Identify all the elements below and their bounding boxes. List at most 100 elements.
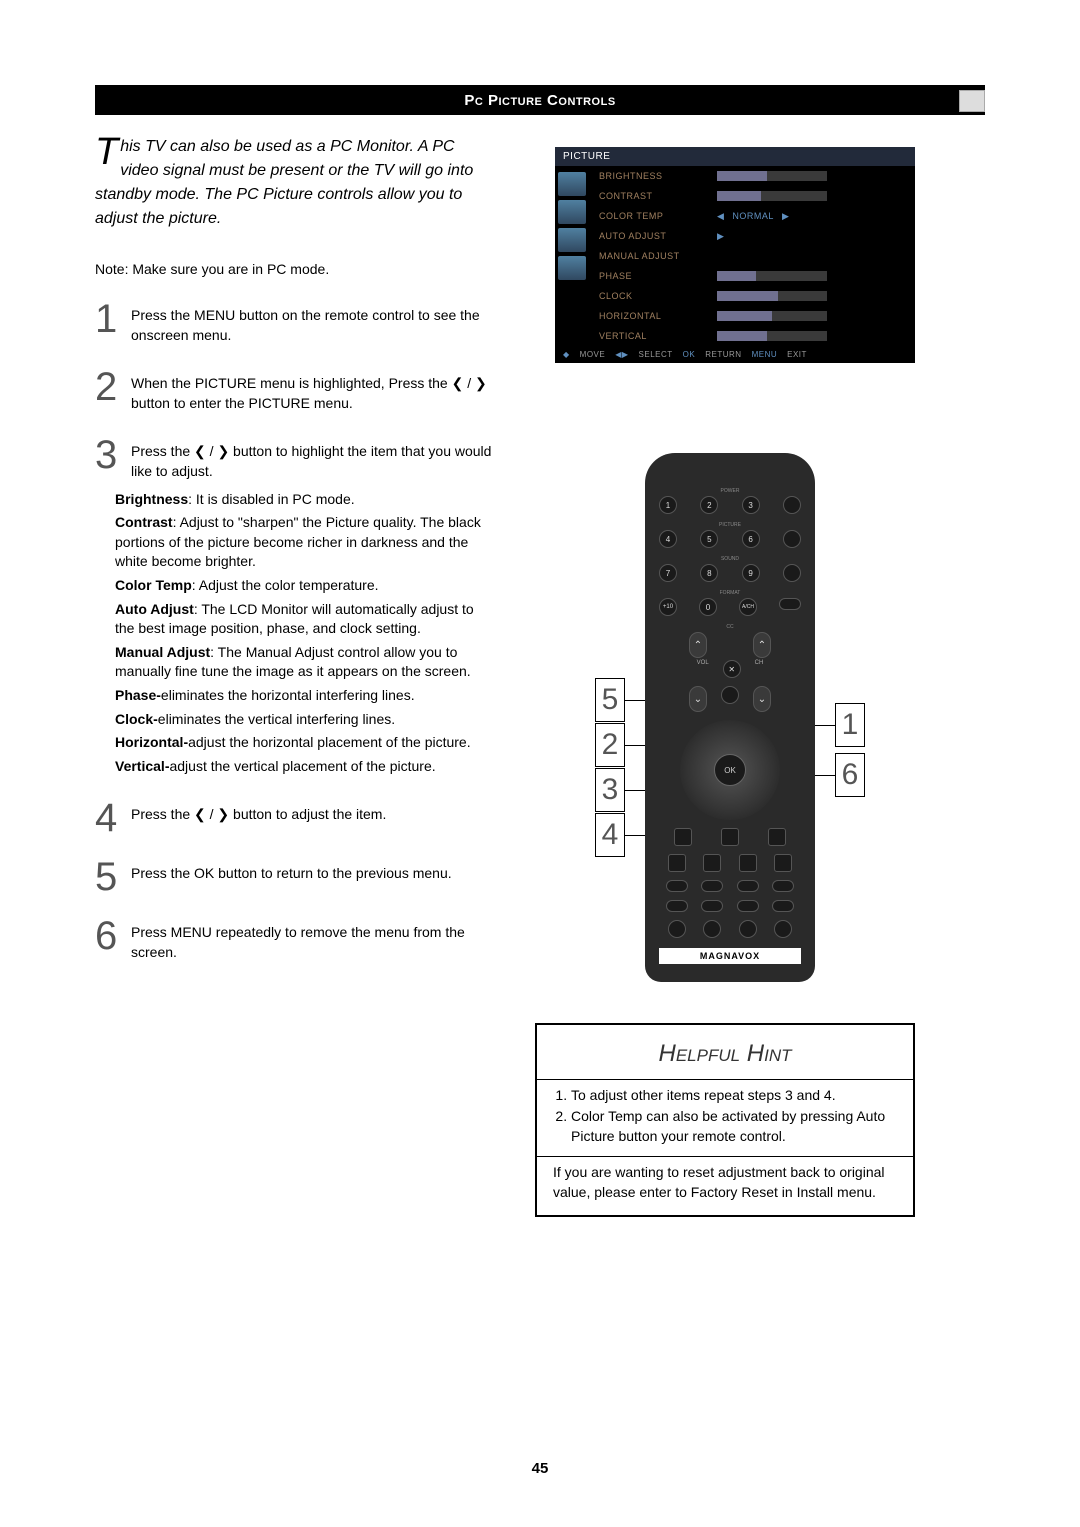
- osd-label: BRIGHTNESS: [599, 171, 709, 181]
- osd-title: PICTURE: [555, 147, 915, 166]
- step-number: 2: [95, 370, 121, 404]
- osd-rows: BRIGHTNESSCONTRASTCOLOR TEMP◀NORMAL▶AUTO…: [589, 166, 915, 346]
- remote-btn-ach: A/CH: [739, 598, 757, 616]
- remote-body: POWER 1 2 3 PICTURE 4 5 6 SOUND 7 8: [645, 453, 815, 982]
- remote-pill: [703, 920, 721, 938]
- def-colortemp: Color Temp: Adjust the color temperature…: [115, 576, 495, 596]
- callout-5: 5: [595, 678, 625, 722]
- remote-pill: [774, 920, 792, 938]
- osd-row: CLOCK: [589, 286, 915, 306]
- hint-divider: [537, 1079, 913, 1080]
- monitor-icon: [959, 90, 985, 112]
- remote-btn-prev: [668, 854, 686, 872]
- callout-6: 6: [835, 753, 865, 797]
- hint-item-2: Color Temp can also be activated by pres…: [571, 1107, 897, 1146]
- step-body: Press the ❮ / ❯ button to adjust the ite…: [131, 801, 495, 825]
- remote-btn-mute: ✕: [723, 660, 741, 678]
- step-6: 6 Press MENU repeatedly to remove the me…: [95, 919, 495, 962]
- remote-btn-2: 2: [700, 496, 718, 514]
- remote-btn-picture: [783, 530, 801, 548]
- step-body: Press the ❮ / ❯ button to highlight the …: [131, 438, 495, 481]
- remote-btn-sleep: [721, 686, 739, 704]
- header-title: Pc Picture Controls: [464, 92, 615, 109]
- osd-label: HORIZONTAL: [599, 311, 709, 321]
- step-1: 1 Press the MENU button on the remote co…: [95, 302, 495, 345]
- osd-row: CONTRAST: [589, 186, 915, 206]
- def-clock: Clock-eliminates the vertical interferin…: [115, 710, 495, 730]
- def-phase: Phase-eliminates the horizontal interfer…: [115, 686, 495, 706]
- osd-row: MANUAL ADJUST: [589, 246, 915, 266]
- remote-btn-play: [674, 828, 692, 846]
- osd-row: VERTICAL: [589, 326, 915, 346]
- osd-label: PHASE: [599, 271, 709, 281]
- remote-btn-plus10: +10: [659, 598, 677, 616]
- right-column: PICTURE BRIGHTNESSCONTRASTCOLOR TEMP◀NOR…: [535, 135, 915, 1217]
- hint-footer-text: If you are wanting to reset adjustment b…: [553, 1163, 897, 1202]
- remote-btn-pause: [721, 828, 739, 846]
- osd-menu: PICTURE BRIGHTNESSCONTRASTCOLOR TEMP◀NOR…: [555, 147, 915, 363]
- note-text: Note: Make sure you are in PC mode.: [95, 261, 495, 277]
- step-body: Press the MENU button on the remote cont…: [131, 302, 495, 345]
- remote-pill: [666, 900, 688, 912]
- callout-1: 1: [835, 703, 865, 747]
- remote-btn-3: 3: [742, 496, 760, 514]
- def-vertical: Vertical-adjust the vertical placement o…: [115, 757, 495, 777]
- remote-btn-7: 7: [659, 564, 677, 582]
- osd-label: CONTRAST: [599, 191, 709, 201]
- osd-label: COLOR TEMP: [599, 211, 709, 221]
- hint-item-1: To adjust other items repeat steps 3 and…: [571, 1086, 897, 1106]
- osd-label: AUTO ADJUST: [599, 231, 709, 241]
- remote-btn-format: [779, 598, 801, 610]
- left-column: This TV can also be used as a PC Monitor…: [95, 135, 495, 1217]
- def-manualadjust: Manual Adjust: The Manual Adjust control…: [115, 643, 495, 682]
- callout-2: 2: [595, 723, 625, 767]
- osd-tab-icon: [558, 256, 586, 280]
- remote-btn-vol-down: ⌄: [689, 686, 707, 712]
- remote-btn-1: 1: [659, 496, 677, 514]
- def-horizontal: Horizontal-adjust the horizontal placeme…: [115, 733, 495, 753]
- remote-btn-sound: [783, 564, 801, 582]
- remote-pill: [772, 900, 794, 912]
- osd-slider: [717, 271, 827, 281]
- osd-tab-icon: [558, 200, 586, 224]
- remote-btn-9: 9: [742, 564, 760, 582]
- hint-title: Helpful Hint: [553, 1037, 897, 1071]
- remote-btn-6: 6: [742, 530, 760, 548]
- osd-slider: [717, 331, 827, 341]
- remote-pill: [737, 880, 759, 892]
- osd-slider: [717, 291, 827, 301]
- remote-btn-ch-down: ⌄: [753, 686, 771, 712]
- page-number: 45: [0, 1460, 1080, 1477]
- osd-row: PHASE: [589, 266, 915, 286]
- osd-value: NORMAL: [732, 211, 774, 221]
- def-autoadjust: Auto Adjust: The LCD Monitor will automa…: [115, 600, 495, 639]
- remote-brand-label: MAGNAVOX: [659, 948, 801, 964]
- remote-btn-ch-up: ⌃: [753, 632, 771, 658]
- step-number: 6: [95, 919, 121, 953]
- osd-slider: [717, 311, 827, 321]
- remote-btn-8: 8: [700, 564, 718, 582]
- osd-tab-icon: [558, 172, 586, 196]
- def-brightness: Brightness: It is disabled in PC mode.: [115, 490, 495, 510]
- osd-row: BRIGHTNESS: [589, 166, 915, 186]
- remote-pill: [668, 920, 686, 938]
- osd-icon-column: [555, 166, 589, 346]
- osd-tab-icon: [558, 228, 586, 252]
- osd-row: AUTO ADJUST▶: [589, 226, 915, 246]
- osd-footer: ◆MOVE ◀▶SELECT OKRETURN MENUEXIT: [555, 346, 915, 363]
- remote-dpad: OK: [680, 720, 780, 820]
- remote-btn-ff: [739, 854, 757, 872]
- osd-slider: [717, 191, 827, 201]
- step-2: 2 When the PICTURE menu is highlighted, …: [95, 370, 495, 413]
- step-number: 5: [95, 860, 121, 894]
- step-body: Press the OK button to return to the pre…: [131, 860, 495, 884]
- remote-btn-vol-up: ⌃: [689, 632, 707, 658]
- step-number: 3: [95, 438, 121, 472]
- remote-pill: [772, 880, 794, 892]
- remote-btn-rew: [703, 854, 721, 872]
- osd-label: CLOCK: [599, 291, 709, 301]
- def-contrast: Contrast: Adjust to "sharpen" the Pictur…: [115, 513, 495, 572]
- hint-divider: [537, 1156, 913, 1157]
- osd-label: VERTICAL: [599, 331, 709, 341]
- header-bar: Pc Picture Controls: [95, 85, 985, 115]
